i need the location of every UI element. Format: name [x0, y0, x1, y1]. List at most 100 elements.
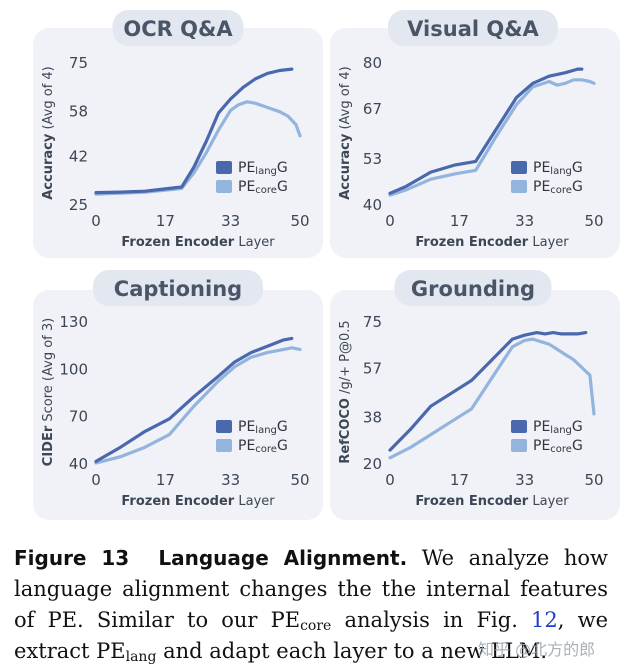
legend-base: PE — [238, 160, 255, 176]
legend-label-core: PEcoreG — [533, 438, 583, 455]
y-tick-label: 80 — [363, 54, 382, 72]
y-tick-label: 20 — [363, 455, 382, 473]
legend-subscript: core — [550, 185, 572, 196]
legend-swatch-lang — [511, 161, 527, 174]
x-tick-label: 33 — [515, 471, 534, 489]
y-tick-label: 75 — [363, 313, 382, 331]
legend-subscript: core — [550, 444, 572, 455]
x-axis-label-bold: Frozen Encoder — [415, 494, 528, 509]
series-line-pe-core — [388, 337, 596, 460]
y-tick-label: 42 — [69, 148, 88, 166]
y-axis-label-bold: CIDEr — [41, 425, 56, 466]
y-tick-label: 40 — [363, 196, 382, 214]
legend-label-lang: PElangG — [238, 419, 288, 436]
x-tick-label: 50 — [584, 471, 603, 489]
x-tick-label: 33 — [515, 212, 534, 230]
legend-subscript: lang — [550, 166, 572, 177]
y-axis-label: Accuracy (Avg of 4) — [41, 66, 56, 200]
caption-text-1: We analyze how language alignment change… — [14, 546, 608, 632]
chart-title: Captioning — [114, 277, 242, 301]
chart-title: Visual Q&A — [407, 17, 539, 41]
y-tick-label: 100 — [59, 360, 88, 378]
x-tick-label: 33 — [221, 471, 240, 489]
x-axis-label-rest: Layer — [528, 494, 569, 509]
y-axis-label: Accuracy (Avg of 4) — [338, 66, 353, 200]
legend-swatch-lang — [511, 420, 527, 433]
legend-base: PE — [238, 179, 255, 195]
x-tick-label: 0 — [91, 471, 101, 489]
caption-sub-lang: lang — [125, 649, 157, 665]
y-axis-label: CIDEr Score (Avg of 3) — [41, 318, 56, 466]
watermark: 知乎 @北方的郎 — [478, 640, 596, 659]
x-tick-label: 0 — [91, 212, 101, 230]
legend-suffix: G — [572, 160, 583, 176]
y-axis-label-bold: Accuracy — [338, 133, 353, 200]
x-tick-label: 17 — [450, 212, 469, 230]
chart-panel-1: OCR Q&A 25 42 58 75 0 17 33 50 Frozen Encoder Lay… — [33, 10, 323, 258]
legend-suffix: G — [277, 179, 288, 195]
x-axis-label-rest: Layer — [234, 235, 275, 250]
figure-charts: OCR Q&A 25 42 58 75 0 17 33 50 Frozen Encoder Lay… — [33, 10, 620, 520]
legend-suffix: G — [277, 160, 288, 176]
caption-text-3: , we extract PE — [14, 608, 608, 663]
x-axis-label-bold: Frozen Encoder — [121, 235, 234, 250]
y-axis-label-rest: (Avg of 4) — [338, 66, 353, 133]
y-tick-label: 38 — [363, 409, 382, 427]
legend-swatch-core — [216, 439, 232, 452]
legend-base: PE — [533, 160, 550, 176]
series-line-pe-lang — [94, 67, 294, 195]
y-tick-label: 58 — [69, 102, 88, 120]
legend-base: PE — [238, 438, 255, 454]
x-tick-label: 50 — [290, 212, 309, 230]
legend-suffix: G — [572, 419, 583, 435]
legend-label-core: PEcoreG — [238, 438, 288, 455]
y-tick-label: 75 — [69, 54, 88, 72]
legend-suffix: G — [572, 438, 583, 454]
x-tick-label: 0 — [385, 471, 395, 489]
x-axis-label: Frozen Encoder Layer — [121, 494, 275, 509]
legend-label-core: PEcoreG — [533, 179, 583, 196]
chart-panel-3: Captioning 40 70 100 130 0 17 33 50 Frozen Encode… — [33, 270, 323, 520]
legend-label-lang: PElangG — [533, 160, 583, 177]
caption-text-2: analysis in Fig. — [331, 608, 532, 632]
chart-panel-4: Grounding 20 38 57 75 0 17 33 50 Frozen Encoder L… — [330, 270, 620, 520]
y-axis-label: RefCOCO /g/+ P@0.5 — [338, 320, 353, 463]
legend-label-core: PEcoreG — [238, 179, 288, 196]
legend-swatch-lang — [216, 420, 232, 433]
title-pill — [394, 270, 552, 306]
x-axis-label-bold: Frozen Encoder — [121, 494, 234, 509]
x-tick-label: 50 — [584, 212, 603, 230]
x-tick-label: 17 — [450, 471, 469, 489]
legend-base: PE — [533, 179, 550, 195]
figure-reference-link[interactable]: 12 — [531, 608, 558, 632]
figure-caption: Figure 13 Language Alignment. We analyze… — [14, 543, 608, 667]
chart-title: Grounding — [411, 277, 535, 301]
y-axis-label-bold: RefCOCO — [338, 398, 353, 464]
y-tick-label: 70 — [69, 408, 88, 426]
caption-title: Language Alignment. — [158, 546, 408, 570]
caption-label: Figure 13 — [14, 546, 130, 570]
caption-sub-core: core — [300, 618, 332, 634]
y-tick-label: 40 — [69, 455, 88, 473]
panel-background — [330, 28, 620, 258]
x-axis-label: Frozen Encoder Layer — [121, 235, 275, 250]
caption-text-4: and adapt each layer to a new LLM. — [156, 639, 548, 663]
panel-background — [33, 290, 323, 520]
legend-subscript: lang — [255, 166, 277, 177]
title-pill — [112, 10, 244, 46]
legend-subscript: core — [255, 444, 277, 455]
x-tick-label: 0 — [385, 212, 395, 230]
legend-suffix: G — [277, 438, 288, 454]
y-axis-label-rest: Score (Avg of 3) — [41, 318, 56, 426]
series-line-pe-lang — [94, 336, 294, 463]
y-axis-label-rest: (Avg of 4) — [41, 66, 56, 133]
legend-label-lang: PElangG — [238, 160, 288, 177]
y-tick-label: 130 — [59, 313, 88, 331]
y-axis-label-rest: /g/+ P@0.5 — [338, 320, 353, 398]
legend-swatch-lang — [216, 161, 232, 174]
x-axis-label-bold: Frozen Encoder — [415, 235, 528, 250]
y-tick-label: 57 — [363, 359, 382, 377]
x-axis-label-rest: Layer — [234, 494, 275, 509]
legend-base: PE — [238, 419, 255, 435]
title-pill — [388, 10, 558, 46]
